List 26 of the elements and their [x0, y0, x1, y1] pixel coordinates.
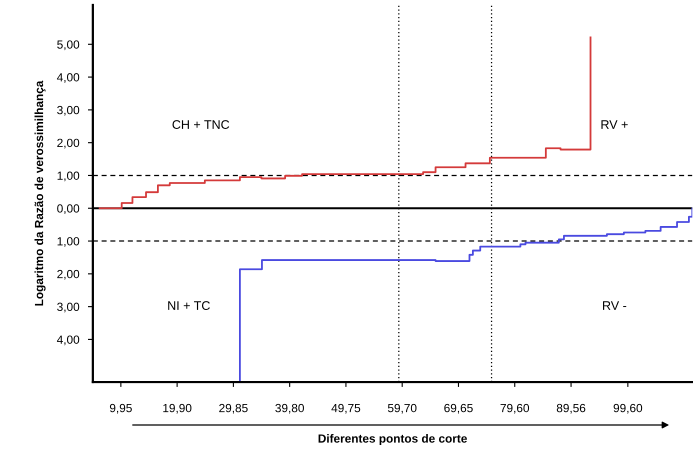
annotation: RV -: [603, 301, 626, 310]
y-tick-label: 0,00: [57, 204, 80, 214]
annotation: NI + TC: [168, 301, 210, 310]
y-tick-label: 3,00: [57, 106, 80, 116]
x-tick-label: 89,56: [556, 404, 586, 414]
y-tick-label: 1,00: [58, 237, 80, 247]
y-tick-label: 5,00: [57, 40, 80, 50]
x-axis-title: Diferentes pontos de corte: [318, 434, 467, 446]
annotation: CH + TNC: [172, 120, 230, 129]
y-tick-label: 2,00: [57, 138, 80, 148]
x-tick-label: 69,65: [444, 404, 473, 414]
x-tick-label: 9,95: [110, 404, 132, 414]
x-tick-label: 39,80: [275, 404, 304, 414]
y-tick-label: 4,00: [56, 73, 80, 83]
y-tick-label: 1,00: [58, 172, 80, 182]
annotation: RV +: [601, 120, 628, 129]
y-tick-label: 3,00: [57, 302, 80, 312]
y-tick-label: 2,00: [57, 270, 80, 280]
x-tick-label: 99,60: [614, 404, 642, 414]
y-axis-title: Logaritmo da Razão de verossimilhança: [34, 80, 46, 306]
x-tick-label: 19,90: [163, 404, 192, 414]
x-tick-label: 79,60: [500, 404, 530, 414]
x-tick-label: 49,75: [331, 404, 360, 414]
y-tick-label: 4,00: [56, 335, 80, 346]
x-tick-label: 29,85: [219, 404, 248, 414]
x-tick-label: 59,70: [388, 404, 417, 414]
